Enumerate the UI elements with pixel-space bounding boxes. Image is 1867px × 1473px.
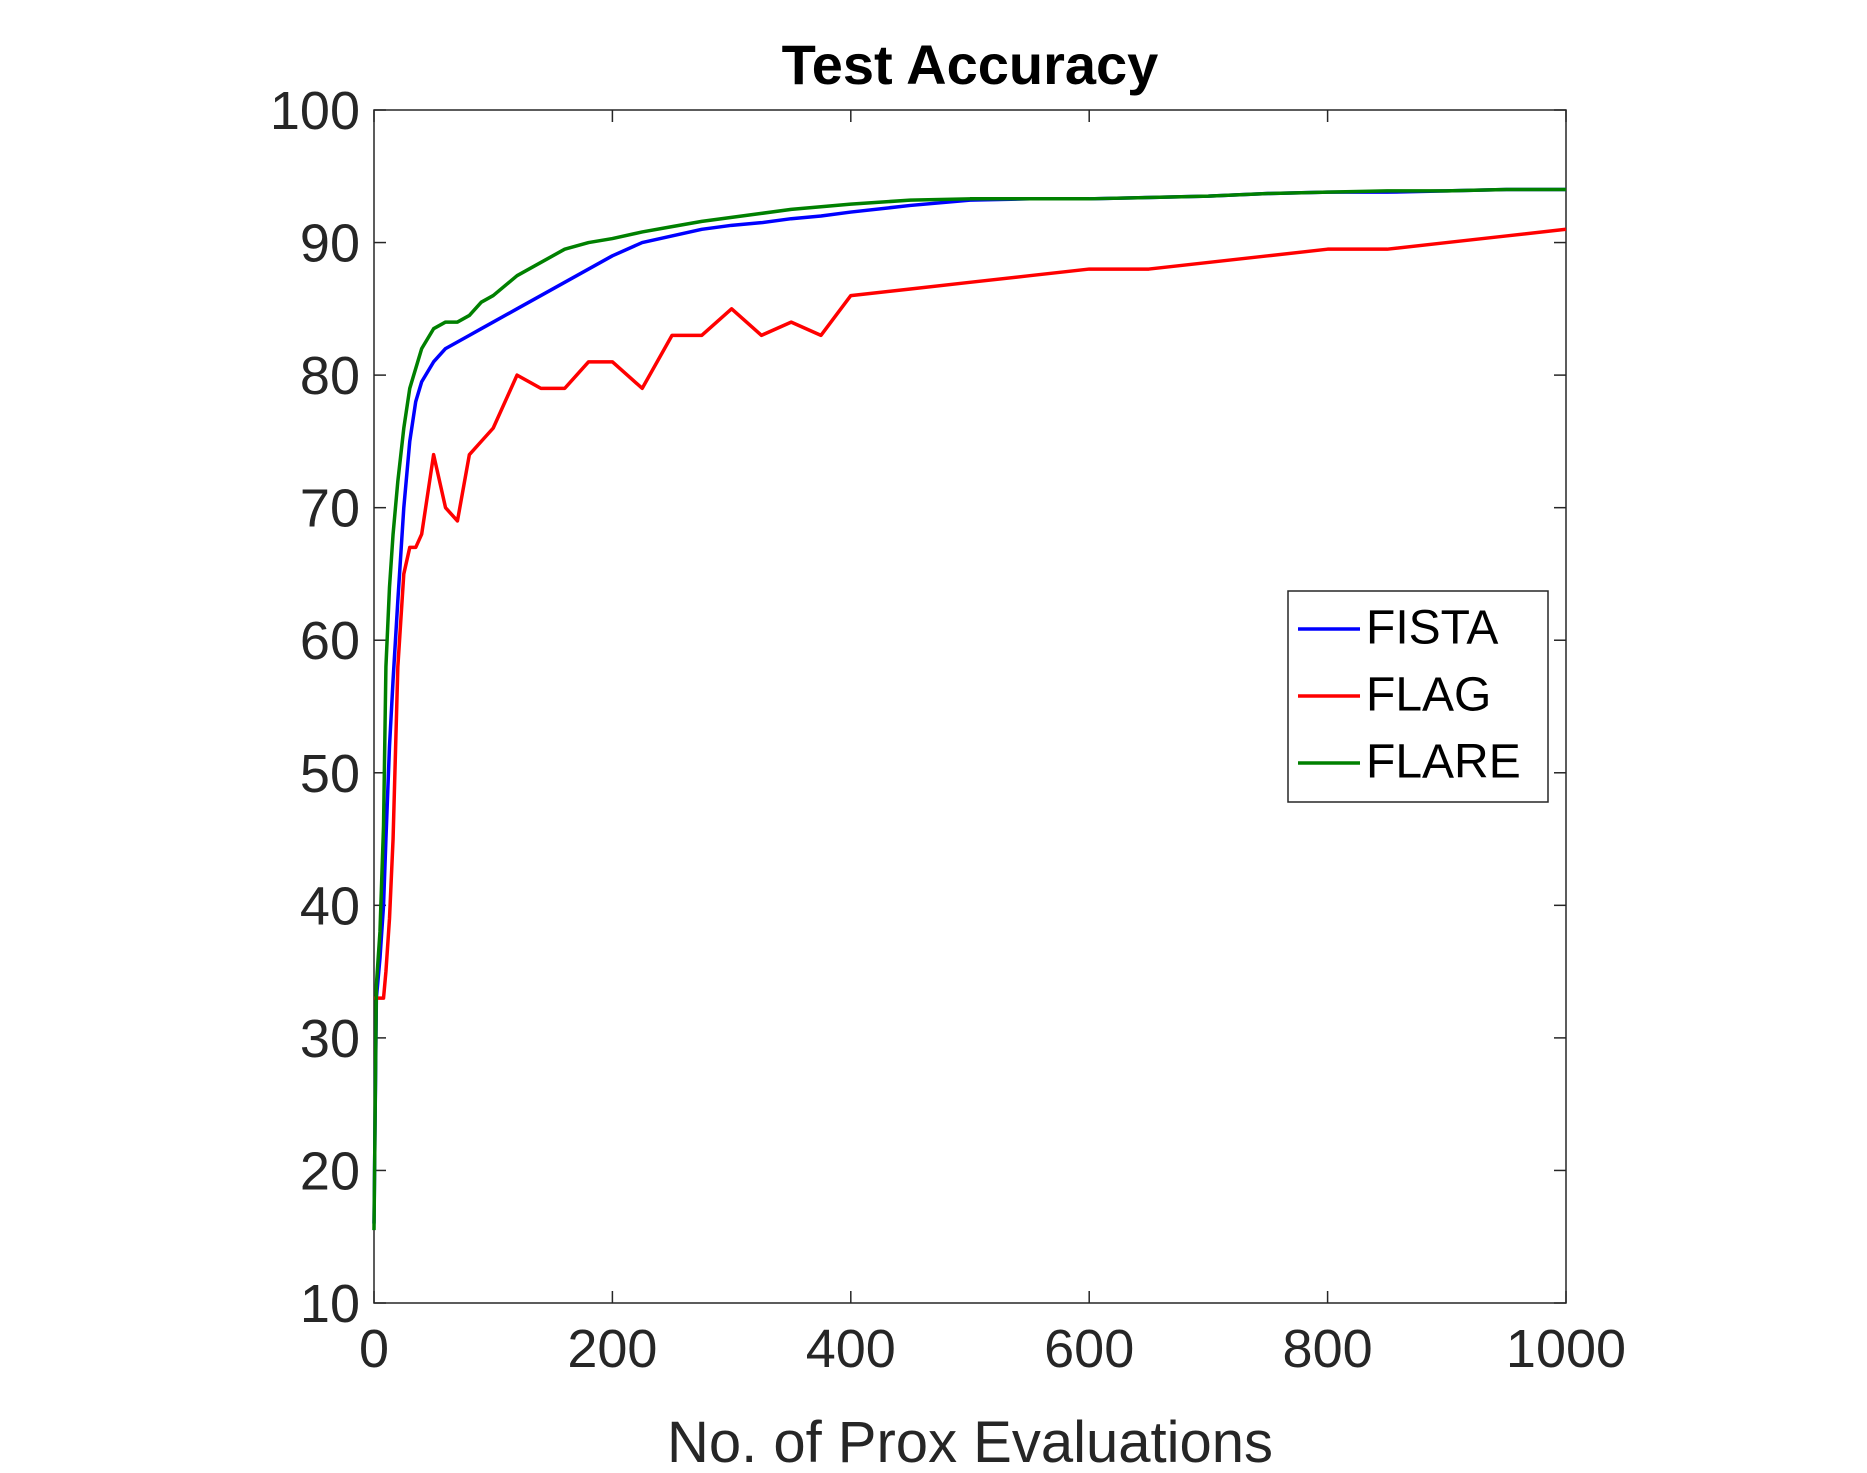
chart-title: Test Accuracy (782, 33, 1159, 96)
x-tick-label: 400 (806, 1319, 896, 1379)
x-tick-label: 0 (359, 1319, 389, 1379)
y-tick-label: 30 (300, 1009, 360, 1069)
y-tick-label: 100 (270, 81, 360, 141)
x-tick-label: 1000 (1506, 1319, 1626, 1379)
y-tick-label: 60 (300, 611, 360, 671)
y-tick-label: 80 (300, 346, 360, 406)
y-tick-label: 90 (300, 214, 360, 274)
series-line (372, 187, 1566, 1231)
x-tick-label: 600 (1044, 1319, 1134, 1379)
y-tick-label: 50 (300, 744, 360, 804)
y-tick-label: 70 (300, 479, 360, 539)
x-axis-label: No. of Prox Evaluations (667, 1410, 1273, 1473)
legend-label: FLAG (1366, 669, 1491, 722)
y-tick-label: 10 (300, 1274, 360, 1334)
y-tick-label: 40 (300, 876, 360, 936)
y-tick-label: 20 (300, 1141, 360, 1201)
x-tick-label: 200 (567, 1319, 657, 1379)
series-line (374, 227, 1567, 1000)
legend-label: FISTA (1366, 602, 1498, 655)
x-tick-label: 800 (1283, 1319, 1373, 1379)
legend-label: FLARE (1366, 736, 1521, 789)
